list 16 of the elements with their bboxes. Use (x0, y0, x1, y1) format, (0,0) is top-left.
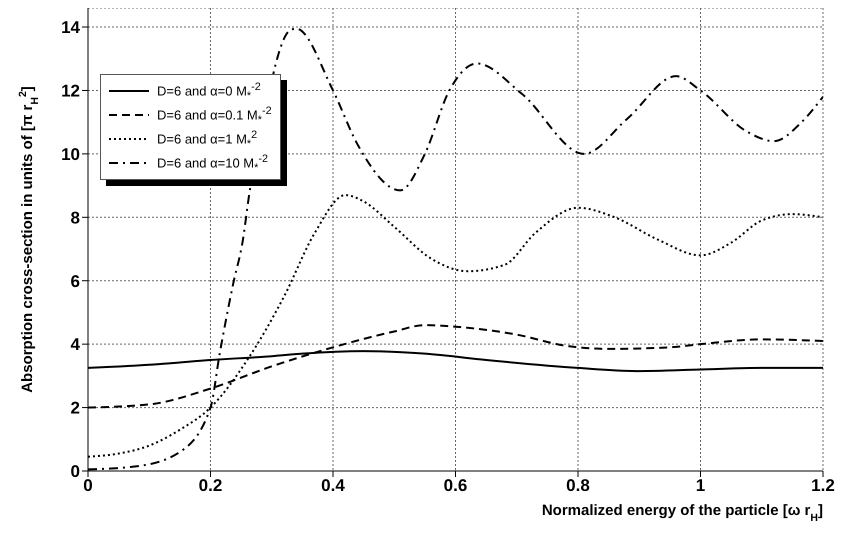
y-tick-label: 6 (70, 272, 80, 291)
x-tick-label: 1.2 (811, 476, 835, 496)
y-tick-label: 14 (61, 18, 81, 38)
x-axis-title: Normalized energy of the particle [ω r$_{H}$] (542, 502, 823, 524)
y-tick-label: 2 (70, 398, 80, 418)
x-tick-label: 0.4 (321, 476, 346, 496)
y-tick-label: 8 (70, 208, 80, 228)
y-tick-label: 0 (70, 462, 80, 482)
y-tick-label: 12 (61, 81, 80, 100)
x-tick-label: 0.8 (566, 476, 590, 496)
x-tick-label: 1 (696, 476, 706, 496)
y-tick-label: 10 (61, 144, 80, 164)
x-tick-label: 0.6 (444, 476, 468, 496)
y-tick-label: 4 (70, 335, 81, 354)
x-tick-label: 0.2 (198, 476, 222, 496)
x-tick-label: 0 (83, 476, 93, 496)
